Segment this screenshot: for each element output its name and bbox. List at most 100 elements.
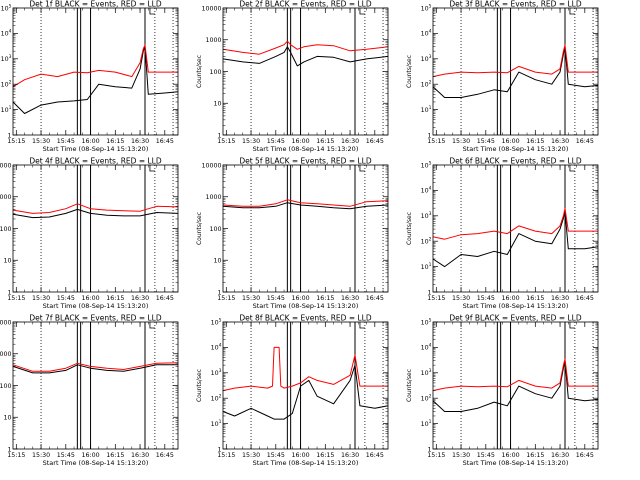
- x-tick-label: 16:30: [341, 452, 359, 459]
- plot-frame: [432, 7, 599, 136]
- flag-marker: [149, 165, 155, 172]
- y-tick-label: 10: [3, 258, 11, 265]
- panel-title: Det 4f BLACK = Events, RED = LLD: [29, 157, 162, 166]
- y-tick-label: 10: [213, 101, 221, 108]
- x-tick-label: 16:15: [526, 138, 544, 145]
- x-tick-label: 16:45: [366, 295, 384, 302]
- y-tick-label: 1: [7, 289, 11, 296]
- series-line-events: [432, 360, 599, 412]
- x-tick-label: 16:45: [156, 295, 174, 302]
- panel-title: Det 9f BLACK = Events, RED = LLD: [449, 314, 582, 323]
- plot-frame: [12, 7, 179, 136]
- x-axis-label: Start Time (08-Sep-14 15:13:20): [463, 145, 569, 153]
- panel-title: Det 7f BLACK = Events, RED = LLD: [29, 314, 162, 323]
- series-line-events: [222, 202, 389, 210]
- x-axis-label: Start Time (08-Sep-14 15:13:20): [253, 145, 359, 153]
- x-tick-label: 15:45: [477, 452, 495, 459]
- y-tick-label: 100: [209, 226, 221, 233]
- y-tick-label: 1000: [205, 37, 221, 44]
- x-tick-label: 16:15: [106, 138, 124, 145]
- y-axis-label: Counts/sec: [406, 369, 413, 402]
- x-tick-label: 15:45: [477, 138, 495, 145]
- y-axis-label: Counts/sec: [196, 369, 203, 402]
- y-tick-label: 102: [421, 237, 432, 246]
- x-tick-label: 16:15: [526, 295, 544, 302]
- series-line-lld: [12, 44, 178, 88]
- x-axis-label: Start Time (08-Sep-14 15:13:20): [463, 459, 569, 467]
- y-tick-label: 101: [211, 419, 222, 428]
- y-tick-label: 10000: [201, 162, 221, 169]
- x-tick-label: 15:15: [427, 452, 445, 459]
- x-tick-label: 15:45: [267, 138, 285, 145]
- x-tick-label: 16:45: [366, 452, 384, 459]
- x-axis-label: Start Time (08-Sep-14 15:13:20): [43, 145, 149, 153]
- y-tick-label: 101: [421, 105, 432, 114]
- y-axis-label: Counts/sec: [196, 212, 203, 245]
- series-line-events: [222, 364, 389, 420]
- y-tick-label: 1: [7, 132, 11, 139]
- y-tick-label: 1: [427, 446, 431, 453]
- x-tick-label: 16:45: [366, 138, 384, 145]
- panel-title: Det 5f BLACK = Events, RED = LLD: [239, 157, 372, 166]
- plot-frame: [12, 164, 179, 293]
- x-tick-label: 16:15: [526, 452, 544, 459]
- plot-frame: [222, 7, 389, 136]
- x-tick-label: 15:15: [427, 138, 445, 145]
- x-tick-label: 16:00: [291, 138, 309, 145]
- series-line-events: [12, 364, 178, 374]
- y-tick-label: 103: [1, 54, 12, 63]
- y-tick-label: 10000: [0, 162, 12, 169]
- y-tick-label: 1: [217, 132, 221, 139]
- x-tick-label: 16:00: [501, 138, 519, 145]
- x-tick-label: 15:30: [242, 295, 260, 302]
- x-tick-label: 16:00: [81, 138, 99, 145]
- panel-title: Det 2f BLACK = Events, RED = LLD: [239, 0, 372, 9]
- series-line-lld: [432, 44, 598, 78]
- x-axis-label: Start Time (08-Sep-14 15:13:20): [463, 302, 569, 310]
- series-line-events: [222, 46, 389, 67]
- x-tick-label: 16:30: [341, 295, 359, 302]
- y-tick-label: 1000: [205, 194, 221, 201]
- x-tick-label: 15:15: [217, 295, 235, 302]
- x-tick-label: 15:30: [452, 138, 470, 145]
- x-tick-label: 16:30: [551, 452, 569, 459]
- x-tick-label: 15:45: [57, 452, 75, 459]
- x-tick-label: 16:30: [551, 295, 569, 302]
- x-tick-label: 15:45: [267, 452, 285, 459]
- x-tick-label: 15:15: [217, 138, 235, 145]
- y-tick-label: 103: [421, 54, 432, 63]
- x-tick-label: 16:30: [131, 295, 149, 302]
- y-tick-label: 100: [0, 383, 12, 390]
- y-tick-label: 1: [427, 132, 431, 139]
- flag-marker: [359, 8, 365, 15]
- x-tick-label: 16:45: [156, 452, 174, 459]
- panel-title: Det 6f BLACK = Events, RED = LLD: [449, 157, 582, 166]
- y-tick-label: 102: [421, 80, 432, 89]
- x-tick-label: 16:15: [106, 452, 124, 459]
- x-tick-label: 15:30: [452, 452, 470, 459]
- y-tick-label: 104: [421, 186, 432, 195]
- x-axis-label: Start Time (08-Sep-14 15:13:20): [253, 302, 359, 310]
- y-tick-label: 1: [217, 289, 221, 296]
- panel-title: Det 3f BLACK = Events, RED = LLD: [449, 0, 582, 9]
- y-tick-label: 100: [0, 226, 12, 233]
- y-tick-label: 104: [211, 343, 222, 352]
- x-tick-label: 16:00: [81, 295, 99, 302]
- flag-marker: [569, 322, 575, 329]
- flag-marker: [149, 8, 155, 15]
- y-tick-label: 105: [1, 3, 12, 12]
- y-tick-label: 100: [209, 69, 221, 76]
- flag-marker: [569, 8, 575, 15]
- y-tick-label: 103: [421, 368, 432, 377]
- x-tick-label: 15:45: [267, 295, 285, 302]
- x-tick-label: 15:30: [452, 295, 470, 302]
- x-tick-label: 16:15: [106, 295, 124, 302]
- plot-frame: [432, 164, 599, 293]
- y-tick-label: 10: [213, 258, 221, 265]
- x-tick-label: 15:30: [32, 138, 50, 145]
- y-tick-label: 104: [421, 343, 432, 352]
- series-line-events: [12, 208, 179, 219]
- x-tick-label: 15:15: [7, 295, 25, 302]
- plot-frame: [222, 164, 389, 293]
